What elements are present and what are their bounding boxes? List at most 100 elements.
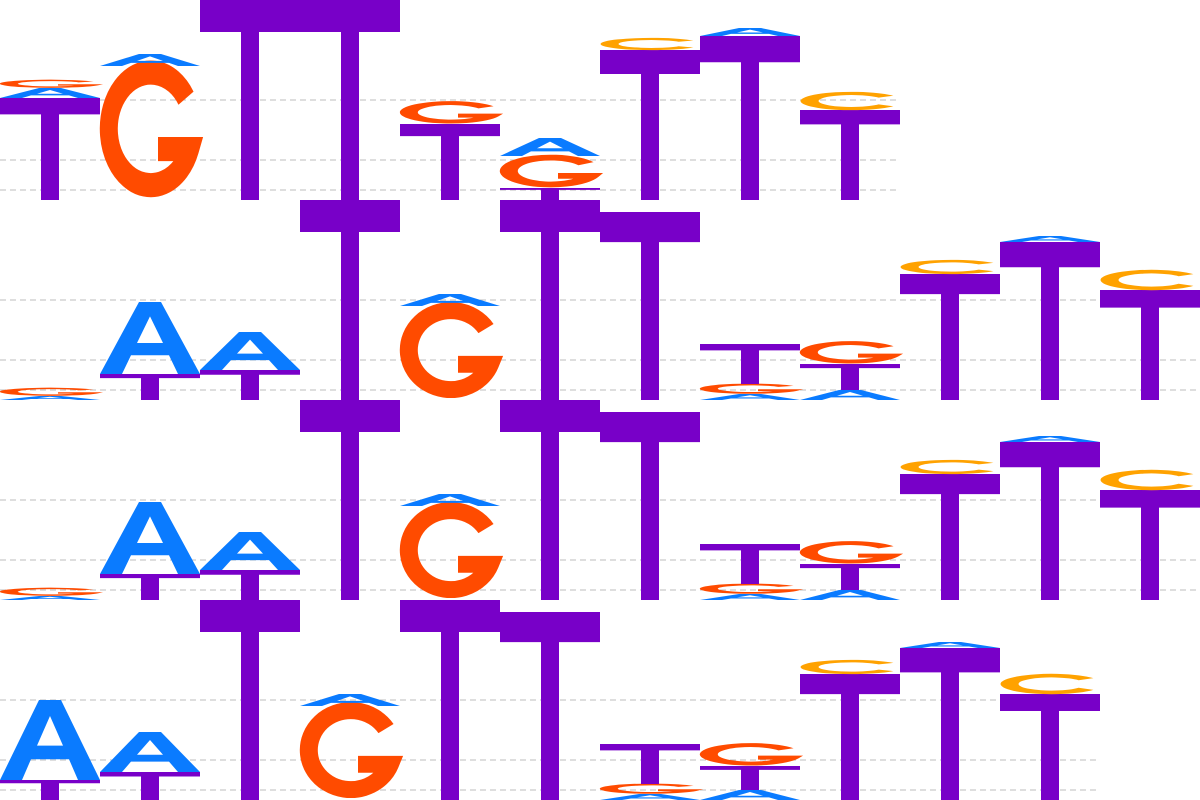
logo-position-6 <box>500 200 600 400</box>
logo-position-11 <box>1000 236 1100 400</box>
letter-g-glyph <box>799 541 904 564</box>
letter-t-glyph <box>900 274 1000 400</box>
letter-c-glyph <box>900 259 994 275</box>
letter-a-glyph <box>700 790 800 800</box>
logo-position-7 <box>600 744 704 800</box>
letter-t-glyph <box>400 600 500 800</box>
logo-position-4 <box>300 0 400 200</box>
letter-t-glyph <box>700 344 800 384</box>
logo-position-8 <box>699 743 804 800</box>
logo-position-3 <box>200 532 300 600</box>
letter-a-glyph <box>400 294 500 306</box>
letter-t-glyph <box>500 400 600 600</box>
letter-c-glyph <box>800 91 894 111</box>
letter-g-glyph <box>0 79 104 88</box>
logo-position-2 <box>99 54 204 198</box>
logo-position-1 <box>0 79 104 200</box>
logo-position-8 <box>700 544 804 600</box>
letter-a-glyph <box>1000 436 1100 442</box>
logo-position-1 <box>0 587 104 600</box>
logo-position-1 <box>0 700 100 800</box>
letter-t-glyph <box>1000 694 1100 800</box>
logo-position-3 <box>200 332 300 400</box>
letter-g-glyph <box>499 154 604 188</box>
letter-t-glyph <box>0 98 100 200</box>
letter-a-glyph <box>500 138 600 156</box>
logo-position-8 <box>700 344 804 400</box>
logo-position-7 <box>600 212 700 400</box>
letter-c-glyph <box>1000 673 1094 695</box>
letter-t-glyph <box>700 36 800 201</box>
letter-t-glyph <box>600 50 700 200</box>
logo-position-5 <box>399 494 504 599</box>
letter-c-glyph <box>1100 269 1194 291</box>
logo-position-4 <box>300 400 400 600</box>
letter-t-glyph <box>1100 490 1200 600</box>
letter-t-glyph <box>600 212 700 400</box>
logo-position-11 <box>1000 673 1100 800</box>
logo-position-9 <box>799 341 904 400</box>
letter-a-glyph <box>600 794 700 800</box>
logo-position-9 <box>800 91 900 200</box>
letter-c-glyph <box>800 659 894 675</box>
letter-t-glyph <box>100 772 200 800</box>
letter-c-glyph <box>1100 469 1194 491</box>
letter-g-glyph <box>700 583 804 594</box>
letter-g-glyph <box>799 341 904 364</box>
letter-a-glyph <box>800 590 900 600</box>
logo-position-2 <box>100 502 200 600</box>
logo-position-6 <box>500 612 600 800</box>
letter-a-glyph <box>300 694 400 706</box>
motif-logo-3 <box>0 400 1200 600</box>
letter-t-glyph <box>500 612 600 800</box>
logo-position-8 <box>700 28 800 201</box>
motif-logo-2 <box>0 200 1200 400</box>
logo-position-1 <box>0 387 104 400</box>
letter-a-glyph <box>400 494 500 506</box>
motif-logo-1 <box>0 0 900 201</box>
letter-a-glyph <box>0 596 100 600</box>
letter-t-glyph <box>800 110 900 200</box>
logo-position-4 <box>299 694 404 799</box>
logo-position-2 <box>100 732 200 800</box>
logo-position-3 <box>200 600 300 800</box>
logo-position-6 <box>500 400 600 600</box>
letter-g-glyph <box>0 387 104 396</box>
letter-a-glyph <box>100 54 200 66</box>
letter-g-glyph <box>600 783 704 794</box>
letter-t-glyph <box>1100 290 1200 400</box>
letter-g-glyph <box>0 587 104 596</box>
letter-c-glyph <box>600 37 694 51</box>
letter-g-glyph <box>699 743 804 766</box>
letter-a-glyph <box>700 394 800 400</box>
letter-a-glyph <box>0 88 100 98</box>
logo-position-9 <box>799 541 904 600</box>
letter-t-glyph <box>300 400 400 600</box>
logo-position-6 <box>499 138 604 200</box>
letter-t-glyph <box>700 766 800 790</box>
letter-a-glyph <box>800 390 900 400</box>
letter-t-glyph <box>300 200 400 400</box>
letter-a-glyph <box>1000 236 1100 242</box>
letter-a-glyph <box>200 332 300 370</box>
letter-t-glyph <box>200 0 300 200</box>
letter-t-glyph <box>100 374 200 400</box>
logo-position-10 <box>900 459 1000 600</box>
letter-a-glyph <box>700 28 800 36</box>
letter-t-glyph <box>200 370 300 400</box>
letter-t-glyph <box>400 124 500 200</box>
logo-position-4 <box>300 200 400 400</box>
logo-position-7 <box>600 37 700 200</box>
letter-a-glyph <box>100 502 200 574</box>
letter-t-glyph <box>600 744 700 784</box>
letter-g-glyph <box>399 101 504 124</box>
letter-t-glyph <box>900 648 1000 800</box>
letter-t-glyph <box>800 564 900 590</box>
letter-a-glyph <box>900 642 1000 648</box>
letter-g-glyph <box>399 302 504 399</box>
logo-position-12 <box>1100 269 1200 400</box>
letter-t-glyph <box>1000 442 1100 600</box>
logo-position-10 <box>900 642 1000 800</box>
logo-position-9 <box>800 659 900 800</box>
letter-a-glyph <box>0 396 100 400</box>
